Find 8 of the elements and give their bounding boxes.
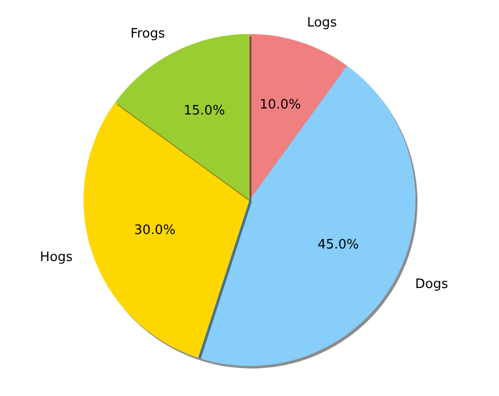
slice-label: Frogs [130, 26, 166, 42]
data-label: 10.0% [260, 98, 301, 113]
data-label: 30.0% [134, 223, 176, 238]
slice-label: Logs [306, 16, 338, 31]
data-label: 45.0% [318, 238, 359, 253]
data-label: 15.0% [184, 104, 225, 119]
slice-label: Dogs [415, 276, 448, 292]
slice-label: Hogs [40, 250, 73, 265]
